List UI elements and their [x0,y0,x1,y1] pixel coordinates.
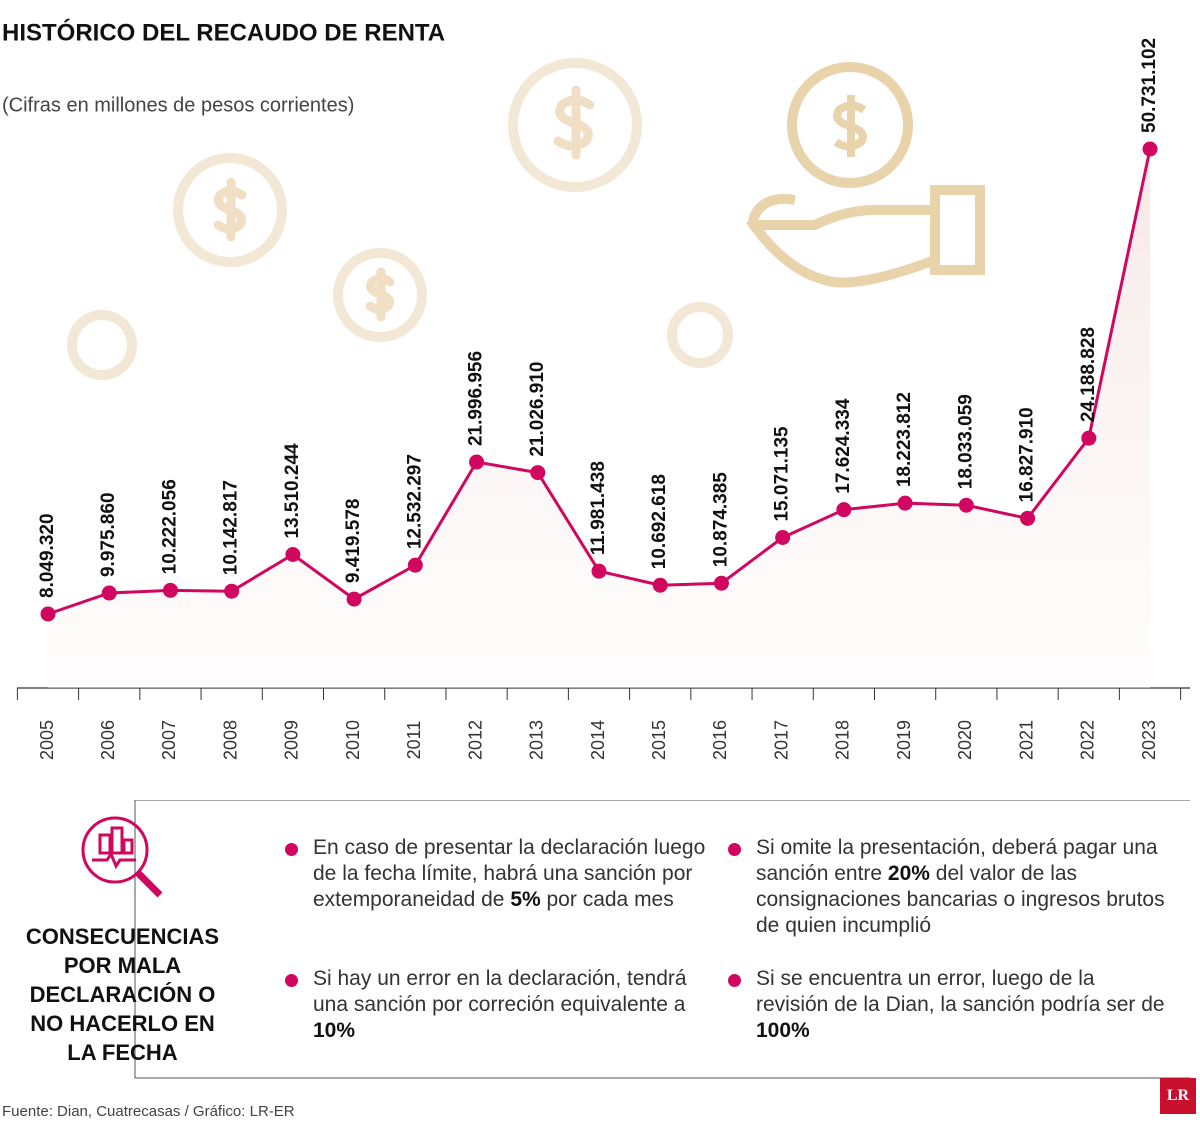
x-tick-label: 2021 [1016,720,1036,760]
point [836,502,852,518]
value-label: 50.731.102 [1139,38,1160,133]
chart-subtitle: (Cifras en millones de pesos corrientes) [2,94,354,116]
value-label: 17.624.334 [833,398,854,494]
bullet: Si hay un error en la declaración, tendr… [285,966,723,1044]
x-tick-label: 2012 [465,720,485,760]
bullet: Si omite la presentación, deberá pagar u… [728,835,1166,939]
bullet: En caso de presentar la declaración lueg… [285,835,723,913]
value-label: 15.071.135 [772,426,793,522]
value-label: 10.142.817 [221,480,242,575]
bullet: Si se encuentra un error, luego de la re… [728,966,1166,1044]
decoration [67,58,733,380]
point [407,557,423,573]
x-tick-label: 2007 [159,720,179,760]
bullet-text: Si hay un error en la declaración, tendr… [313,967,687,1016]
x-tick-label: 2010 [343,720,363,760]
point [897,495,913,511]
bullet-emphasis: 20% [887,862,930,885]
x-tick-label: 2017 [771,720,791,760]
x-tick-label: 2008 [220,720,240,760]
point [1081,430,1097,446]
point [530,465,546,481]
value-label: 24.188.828 [1078,327,1099,422]
point [224,583,240,599]
point [713,575,729,591]
value-label: 8.049.320 [37,513,58,598]
value-label: 16.827.910 [1017,407,1038,502]
hand-coin-icon [745,62,985,288]
x-tick-label: 2005 [37,720,57,760]
area [48,149,1150,688]
value-label: 11.981.438 [588,461,609,555]
logo: LR [1160,1078,1196,1114]
source: Fuente: Dian, Cuatrecasas / Gráfico: LR-… [2,1103,295,1120]
value-label: 18.033.059 [955,394,976,489]
bullet-text: Si omite la presentación, deberá pagar u… [756,836,1158,885]
panel-icon [81,816,163,898]
bullet-emphasis: 100% [756,1019,810,1042]
point [958,497,974,513]
bullet-text: por cada mes [540,888,674,911]
x-tick-label: 2023 [1139,720,1159,760]
bullet-text: En caso de presentar la declaración lueg… [313,836,706,911]
value-label: 9.975.860 [98,492,119,577]
x-tick-label: 2009 [282,720,302,760]
bullet-emphasis: 5% [510,888,541,911]
point [346,591,362,607]
point [285,547,301,563]
x-tick-label: 2013 [527,720,547,760]
point [591,563,607,579]
point [40,606,56,622]
x-tick-label: 2019 [894,720,914,760]
point [652,577,668,593]
chart: HISTÓRICO DEL RECAUDO DE RENTA (Cifras e… [2,18,1190,760]
chart-title: HISTÓRICO DEL RECAUDO DE RENTA [2,18,445,46]
panel-heading: CONSECUENCIAS POR MALA DECLARACIÓN O NO … [25,924,220,1065]
point [775,530,791,546]
value-label: 21.026.910 [527,362,548,457]
x-tick-label: 2022 [1078,720,1098,760]
panel-frame [81,800,1190,1079]
value-label: 10.692.618 [649,474,670,569]
point [1142,141,1158,157]
point [101,585,117,601]
bullet-text: Si se encuentra un error, luego de la re… [756,967,1165,1016]
value-label: 10.874.385 [710,472,731,568]
x-tick-label: 2014 [588,720,608,760]
x-tick-label: 2020 [955,720,975,760]
value-label: 21.996.956 [466,351,487,446]
x-tick-label: 2016 [710,720,730,760]
value-label: 12.532.297 [404,454,425,549]
x-tick-label: 2018 [833,720,853,760]
x-tick-label: 2006 [98,720,118,760]
x-tick-label: 2015 [649,720,669,760]
value-label: 10.222.056 [159,479,180,574]
point [162,582,178,598]
point [1020,510,1036,526]
value-label: 18.223.812 [894,392,915,487]
point [469,454,485,470]
value-label: 13.510.244 [282,443,303,539]
x-tick-label: 2011 [404,721,424,760]
value-label: 9.419.578 [343,499,364,584]
dollar-signs [213,85,595,322]
bullet-text: del valor de las consignaciones bancaria… [756,862,1165,937]
bullet-emphasis: 10% [313,1019,356,1042]
